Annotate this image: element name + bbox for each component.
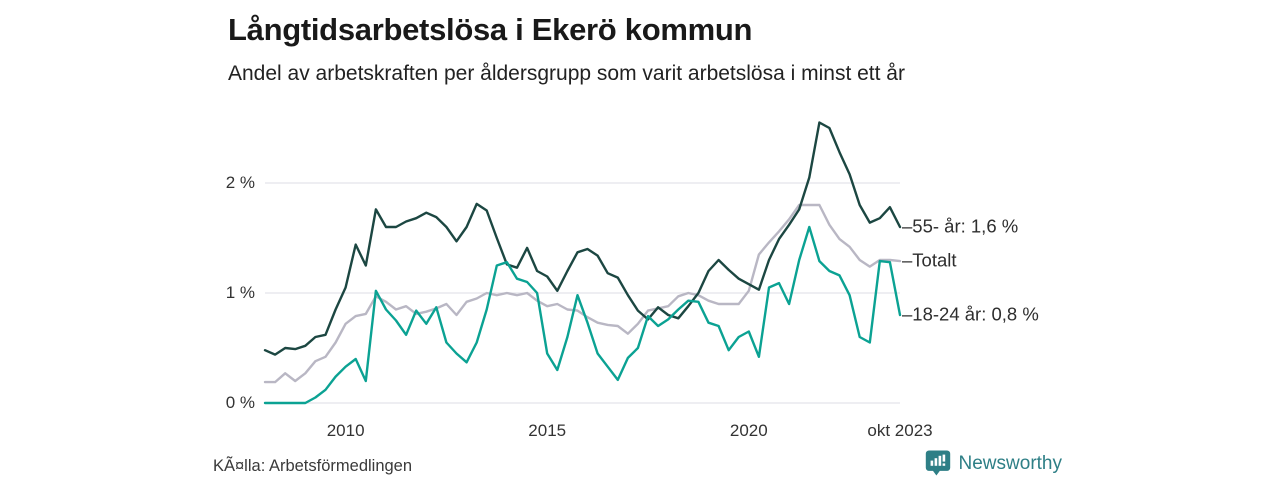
- source-note: KÃ¤lla: Arbetsförmedlingen: [213, 457, 413, 475]
- y-tick-label: 0 %: [225, 393, 255, 412]
- series-end-label: –55- år: 1,6 %: [902, 215, 1019, 237]
- series-end-label: –Totalt: [902, 249, 957, 271]
- x-tick-label: okt 2023: [867, 421, 933, 440]
- newsworthy-logo: Newsworthy: [925, 450, 1062, 477]
- series-end-label: –18-24 år: 0,8 %: [902, 303, 1039, 325]
- x-tick-label: 2010: [326, 421, 365, 440]
- y-tick-label: 1 %: [225, 283, 255, 302]
- series-line-totalt: [263, 203, 902, 384]
- series-line-55-r: [263, 121, 902, 356]
- newsworthy-bubble-chart-icon: [925, 450, 950, 476]
- x-tick-label: 2015: [528, 421, 567, 440]
- newsworthy-wordmark: Newsworthy: [958, 452, 1062, 474]
- page-title: Långtidsarbetslösa i Ekerö kommun: [228, 12, 753, 47]
- series-line-18-24-r: [263, 225, 902, 405]
- y-tick-label: 2 %: [225, 173, 255, 192]
- page-subtitle: Andel av arbetskraften per åldersgrupp s…: [228, 62, 905, 85]
- x-tick-label: 2020: [729, 421, 768, 440]
